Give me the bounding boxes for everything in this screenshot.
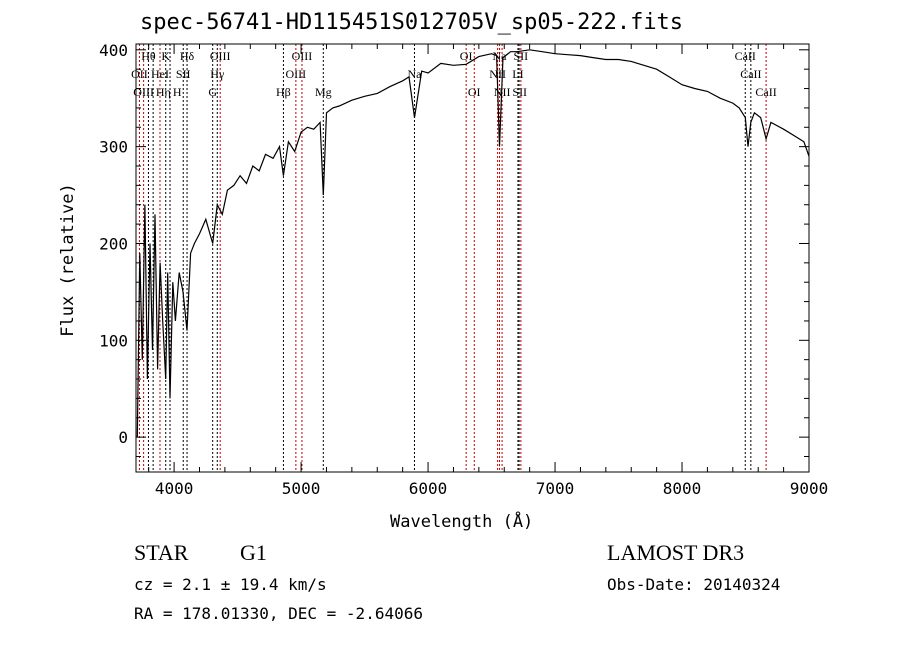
spectral-line-label: OIII <box>210 49 231 63</box>
spectral-line-label: CaII <box>755 85 776 99</box>
spectral-line-label: OI <box>460 49 473 63</box>
spectral-line-label: Hβ <box>276 85 291 99</box>
spectral-line-label: K <box>161 49 170 63</box>
spectrum-line <box>136 49 810 438</box>
spectral-line-label: CaII <box>735 49 756 63</box>
spectral-line-label: CaII <box>740 67 761 81</box>
redshift-cz: cz = 2.1 ± 19.4 km/s <box>134 575 327 594</box>
spectral-line-label: Hγ <box>210 67 225 81</box>
x-tick-label: 5000 <box>282 479 321 498</box>
spectral-line-label: Hη <box>156 85 171 99</box>
spectral-line-label: Hθ <box>141 49 156 63</box>
y-axis-label: Flux (relative) <box>58 183 78 337</box>
spectral-line-label: OIII <box>292 49 313 63</box>
x-tick-label: 9000 <box>790 479 829 498</box>
spectral-line-label: OIII <box>286 67 307 81</box>
y-tick-label: 300 <box>99 138 128 157</box>
x-tick-label: 4000 <box>155 479 194 498</box>
x-tick-label: 6000 <box>409 479 448 498</box>
y-tick-label: 100 <box>99 331 128 350</box>
x-tick-label: 8000 <box>663 479 702 498</box>
object-class: STAR <box>134 540 189 565</box>
spectral-line-label: Hδ <box>180 49 195 63</box>
survey-name: LAMOST DR3 <box>607 540 745 565</box>
x-tick-label: 7000 <box>536 479 575 498</box>
spectral-line-label: SII <box>512 85 527 99</box>
spectral-line-label: Na <box>408 67 423 81</box>
spectral-line-label: SII <box>176 67 191 81</box>
spectral-line-label: HeI <box>151 67 169 81</box>
y-tick-label: 0 <box>118 428 128 447</box>
plot-frame <box>135 43 810 473</box>
spectral-line-label: Mg <box>315 85 332 99</box>
spectral-line-label: LI <box>512 67 523 81</box>
obs-date: Obs-Date: 20140324 <box>607 575 781 594</box>
y-tick-label: 400 <box>99 41 128 60</box>
y-tick-label: 200 <box>99 234 128 253</box>
x-axis-label: Wavelength (Å) <box>390 512 534 532</box>
object-subclass: G1 <box>240 540 267 565</box>
spectral-line-label: OI <box>468 85 481 99</box>
spectral-line-label: OII <box>131 67 148 81</box>
spectral-line-label: G <box>208 85 217 99</box>
spectral-line-label: H <box>173 85 182 99</box>
chart-title: spec-56741-HD115451S012705V_sp05-222.fit… <box>140 10 684 35</box>
spectral-line-label: SII <box>514 49 529 63</box>
ra-dec: RA = 178.01330, DEC = -2.64066 <box>134 604 423 623</box>
